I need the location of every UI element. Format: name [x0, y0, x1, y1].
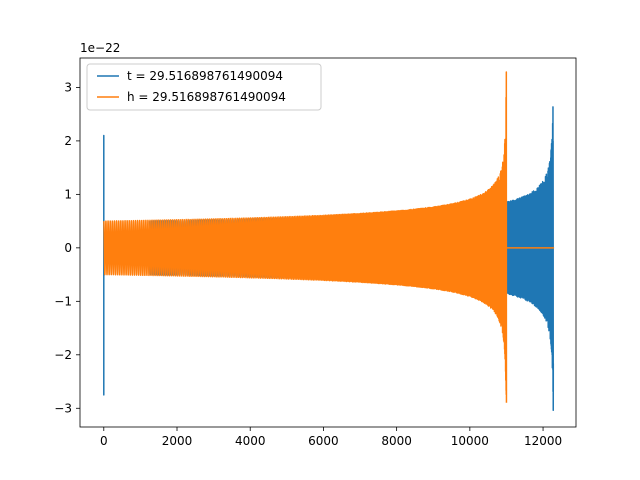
- y-tick-label: −1: [54, 294, 72, 308]
- y-tick-label: 1: [64, 187, 72, 201]
- y-axis-ticks: −3 −2 −1 0 1 2 3: [54, 80, 80, 415]
- x-tick-label: 4000: [235, 434, 266, 448]
- legend-label-t: t = 29.516898761490094: [127, 69, 283, 83]
- x-tick-label: 12000: [524, 434, 562, 448]
- x-axis-ticks: 0 2000 4000 6000 8000 10000 12000: [100, 427, 562, 448]
- y-tick-label: −2: [54, 348, 72, 362]
- legend-label-h: h = 29.516898761490094: [127, 90, 286, 104]
- x-tick-label: 2000: [162, 434, 193, 448]
- y-tick-label: −3: [54, 401, 72, 415]
- legend-frame: [86, 63, 322, 111]
- y-axis-scale-label: 1e−22: [80, 41, 120, 55]
- y-tick-label: 0: [64, 241, 72, 255]
- x-tick-label: 8000: [381, 434, 412, 448]
- x-tick-label: 0: [100, 434, 108, 448]
- series-h-oscillation: [103, 71, 508, 403]
- x-tick-label: 6000: [308, 434, 339, 448]
- y-tick-label: 3: [64, 80, 72, 94]
- y-tick-label: 2: [64, 134, 72, 148]
- plot-area: [103, 71, 555, 412]
- series-layer: [103, 71, 555, 412]
- axes-frame: [79, 57, 577, 428]
- x-tick-label: 10000: [451, 434, 489, 448]
- legend: t = 29.516898761490094 h = 29.5168987614…: [86, 63, 322, 111]
